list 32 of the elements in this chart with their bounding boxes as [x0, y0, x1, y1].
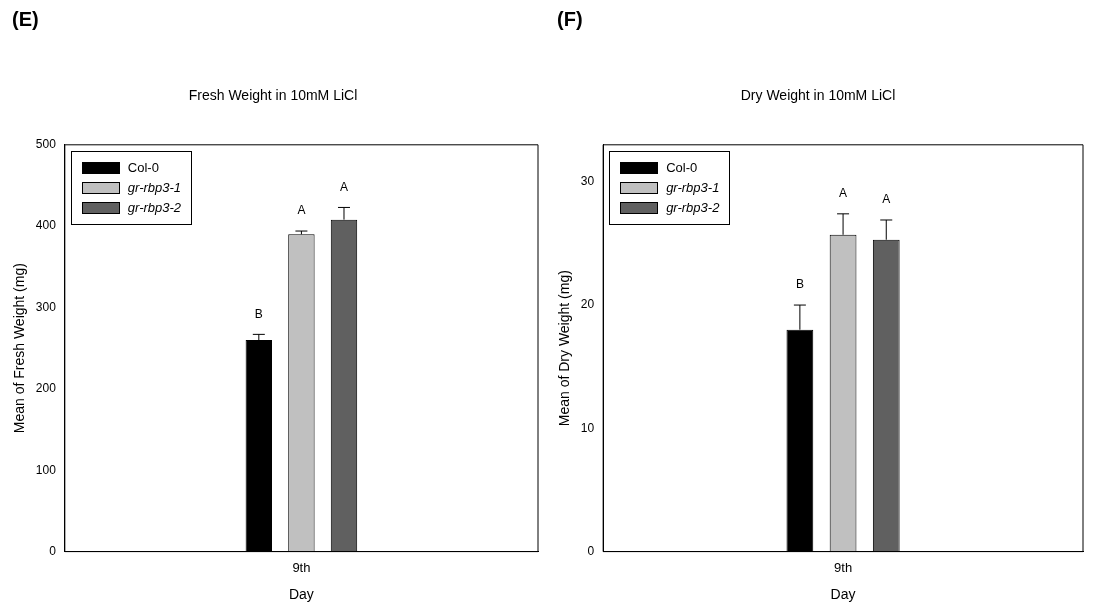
text: (F) [557, 8, 583, 31]
data-label: A [882, 192, 891, 207]
chart-title: Fresh Weight in 10mM LiCl [188, 87, 358, 104]
data-label: A [297, 203, 306, 218]
legend-label: gr-rbp3-1 [666, 178, 720, 197]
y-tick-label: 20 [580, 297, 595, 312]
text: (E) [12, 8, 39, 31]
y-tick-label: 0 [587, 543, 595, 558]
y-tick-label: 400 [35, 218, 57, 233]
x-axis-title: Day [288, 586, 314, 603]
y-tick-label: 500 [35, 137, 57, 152]
legend-label: Col-0 [127, 158, 159, 177]
legend-label: Col-0 [666, 158, 698, 177]
y-tick-label: 200 [35, 381, 57, 396]
y-tick-label: 0 [49, 543, 57, 558]
legend-label: gr-rbp3-2 [127, 198, 182, 217]
x-tick-label: 9th [834, 559, 853, 575]
x-tick-label: 9th [292, 559, 311, 575]
y-tick-label: 100 [35, 462, 57, 477]
data-label: B [254, 306, 263, 321]
legend-label: gr-rbp3-1 [127, 178, 182, 197]
data-label: A [839, 186, 848, 201]
legend-label: gr-rbp3-2 [666, 198, 720, 217]
y-axis-title: Mean of Dry Weight (mg) [556, 270, 573, 427]
data-label: A [339, 179, 348, 194]
x-axis-title: Day [830, 586, 856, 603]
data-label: B [795, 277, 804, 292]
chart-title: Dry Weight in 10mM LiCl [740, 87, 896, 104]
y-tick-label: 10 [580, 420, 595, 435]
y-axis-title: Mean of Fresh Weight (mg) [11, 263, 28, 434]
y-tick-label: 30 [580, 174, 595, 189]
y-tick-label: 300 [35, 299, 57, 314]
